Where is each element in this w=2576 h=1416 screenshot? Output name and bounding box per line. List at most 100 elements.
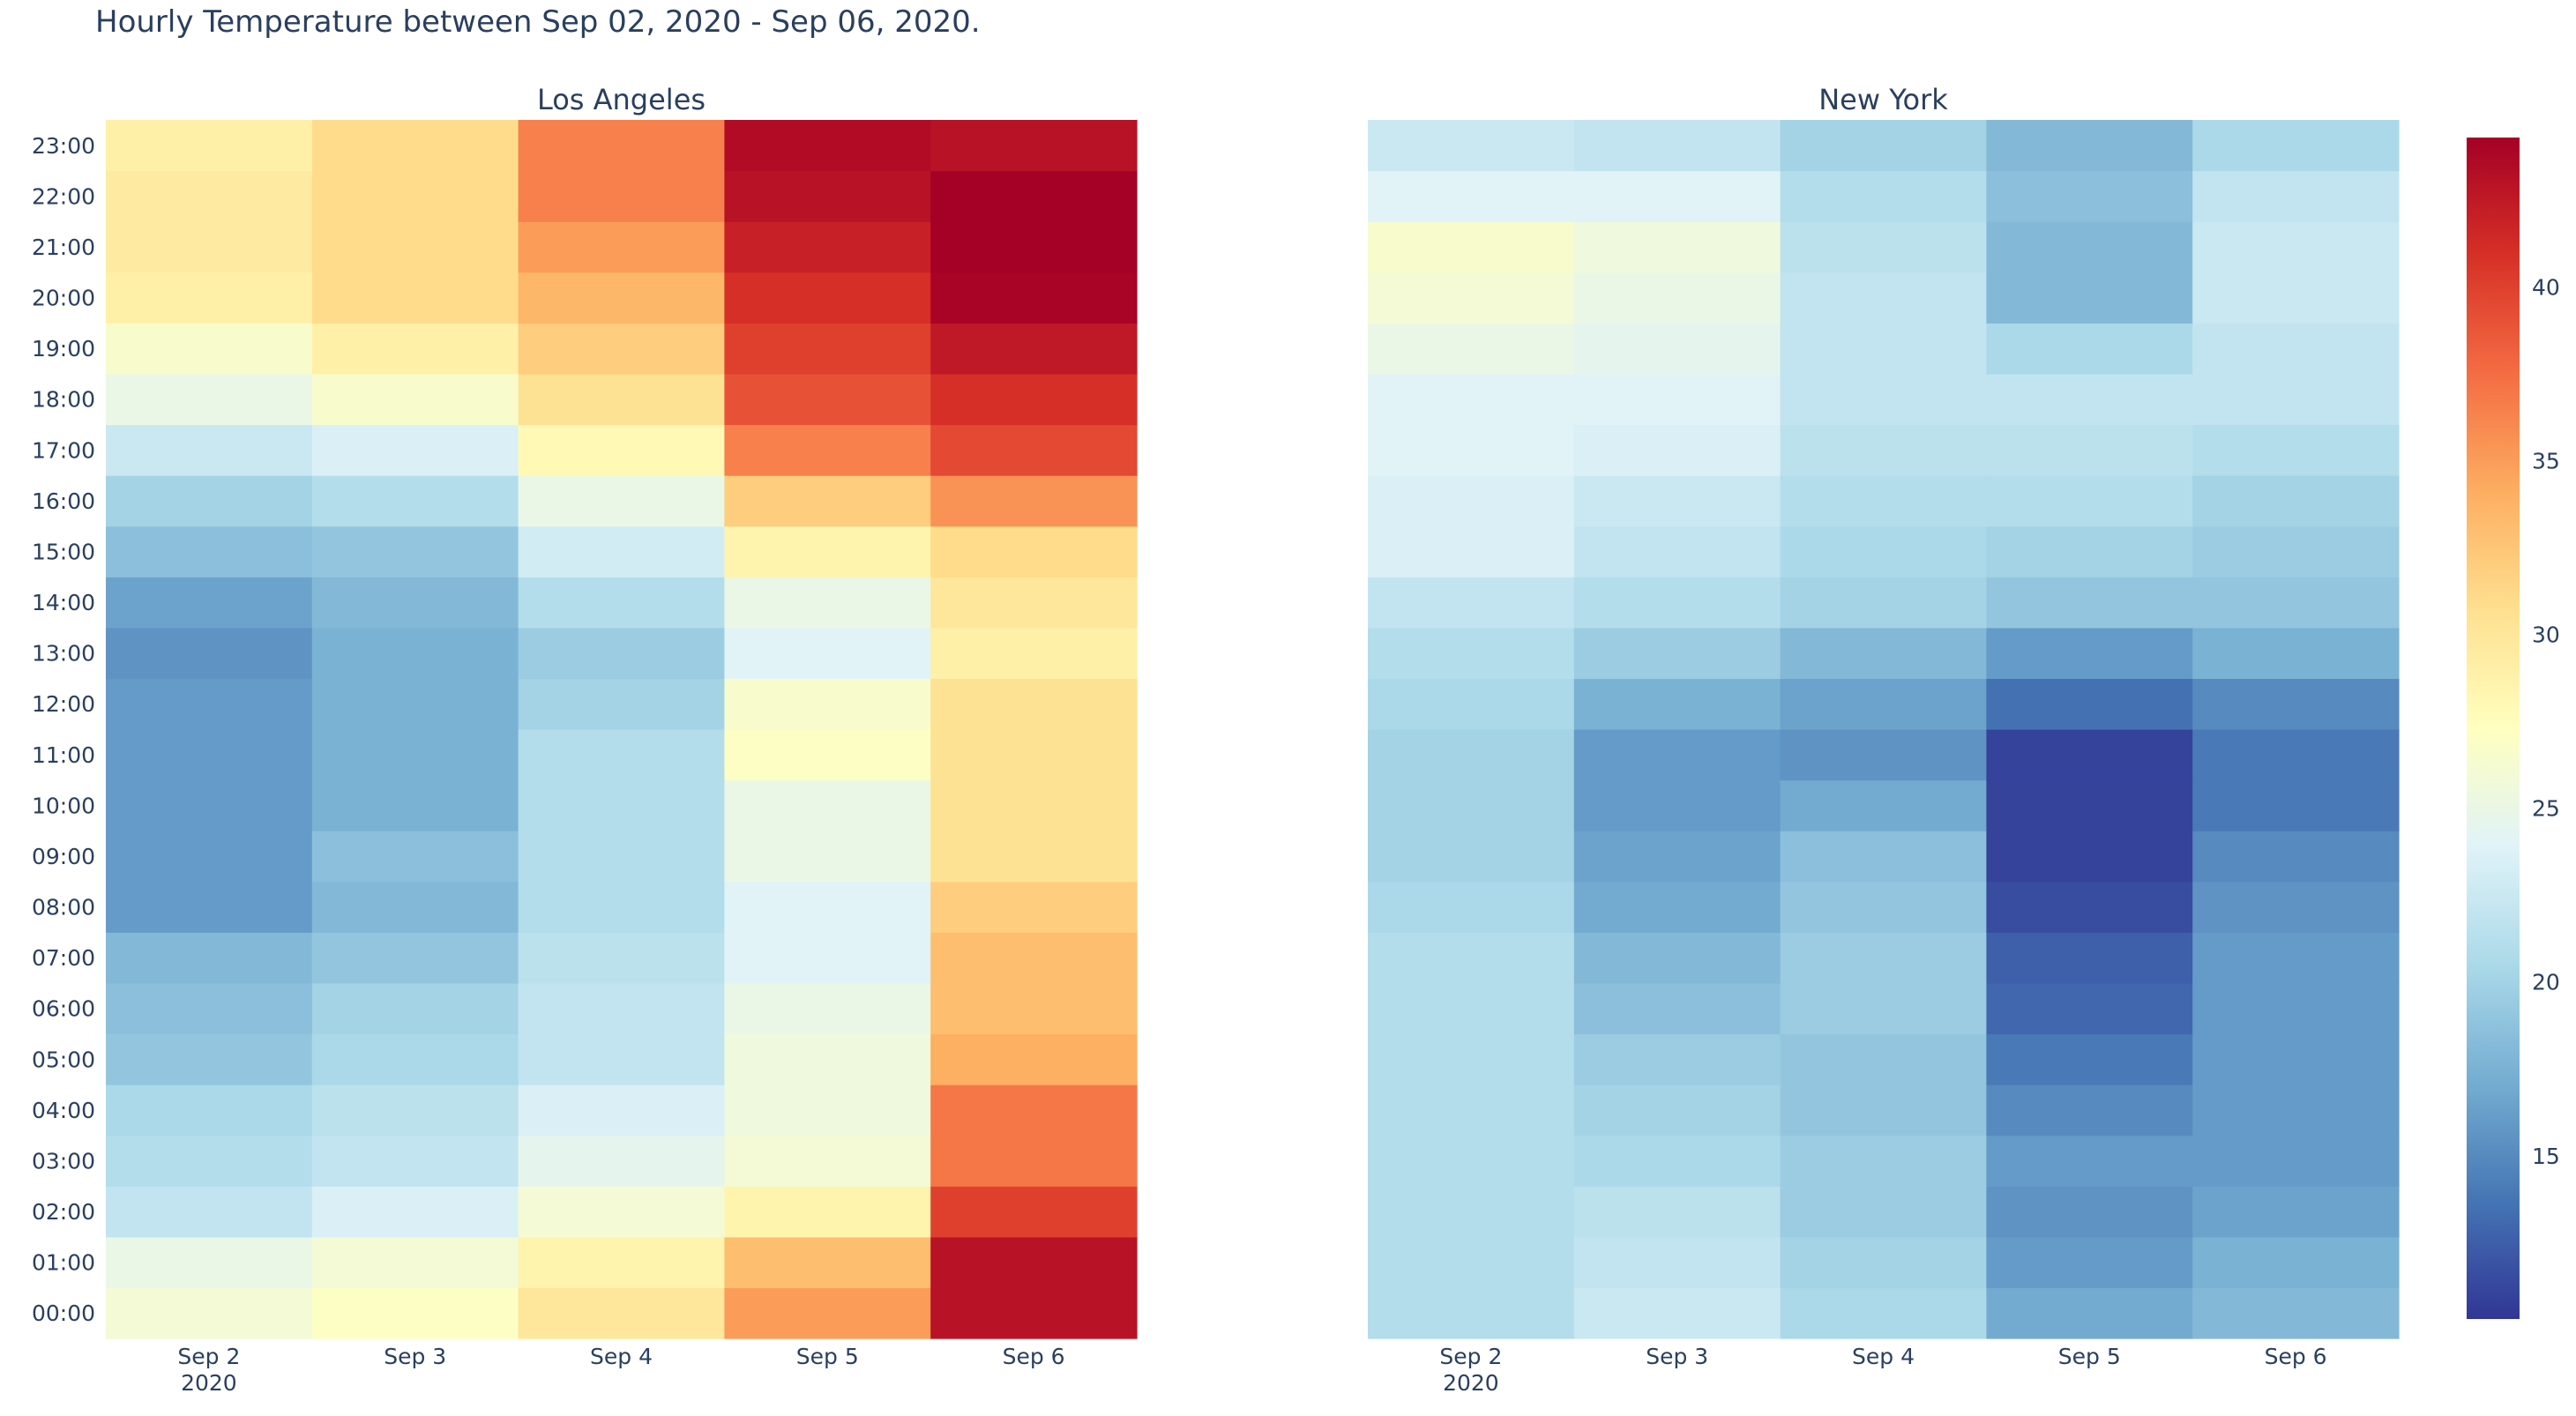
heatmap-cell — [1986, 881, 2193, 933]
heatmap-cell — [518, 627, 725, 680]
heatmap-cell — [1986, 424, 2193, 476]
heatmap-cell — [724, 1033, 931, 1085]
heatmap-cell — [1986, 982, 2193, 1035]
heatmap-cell — [518, 1033, 725, 1085]
heatmap-cell — [1573, 678, 1781, 730]
heatmap-cell — [311, 1186, 519, 1238]
y-tick-label: 04:00 — [32, 1098, 95, 1123]
heatmap-cell — [106, 729, 313, 781]
heatmap-cell — [106, 982, 313, 1035]
colorbar-tick-label: 25 — [2532, 796, 2560, 822]
heatmap-cell — [1986, 577, 2193, 629]
heatmap-cell — [311, 729, 519, 781]
heatmap-cell — [930, 678, 1138, 730]
heatmap-cell — [1573, 1084, 1781, 1137]
heatmap-cell — [1780, 525, 1987, 578]
heatmap-cell — [311, 525, 519, 578]
heatmap-cell — [311, 577, 519, 629]
heatmap-cell — [930, 1287, 1138, 1339]
heatmap-cell — [518, 525, 725, 578]
heatmap-cell — [1368, 1135, 1575, 1187]
heatmap-cell — [1573, 120, 1781, 172]
heatmap-cell — [106, 525, 313, 578]
heatmap-cell — [1368, 932, 1575, 984]
heatmap-cell — [518, 1236, 725, 1289]
heatmap-cell — [2192, 373, 2400, 426]
heatmap-cell — [1573, 982, 1781, 1035]
heatmap-cell — [311, 982, 519, 1035]
heatmap-cell — [1368, 475, 1575, 527]
heatmap-cell — [518, 373, 725, 426]
heatmap-panel: Los Angeles Sep 2 Sep 3 Sep 4 Sep 5 Sep 6 2020… — [32, 83, 1138, 1396]
heatmap-cell — [518, 170, 725, 222]
heatmap-cell — [106, 475, 313, 527]
colorbar-tick-label: 35 — [2532, 449, 2560, 474]
heatmap-cell — [2192, 1287, 2400, 1339]
heatmap-cell — [1986, 779, 2193, 831]
heatmap-cell — [724, 323, 931, 375]
heatmap-cell — [518, 932, 725, 984]
colorbar-tick-label: 20 — [2532, 970, 2560, 995]
heatmap-cell — [1573, 272, 1781, 324]
heatmap-cell — [518, 1287, 725, 1339]
heatmap-cell — [311, 627, 519, 680]
heatmap-cell — [724, 1084, 931, 1137]
heatmap-cell — [930, 1236, 1138, 1289]
heatmap-cell — [1368, 1033, 1575, 1085]
heatmap-cell — [518, 982, 725, 1035]
heatmap-cell — [1368, 373, 1575, 426]
heatmap-cell — [1986, 678, 2193, 730]
heatmap-cell — [2192, 1033, 2400, 1085]
heatmap-cell — [930, 424, 1138, 476]
heatmap-cell — [1986, 1033, 2193, 1085]
x-tick-label: Sep 2 — [1439, 1344, 1502, 1369]
heatmap-cell — [311, 1135, 519, 1187]
y-tick-label: 01:00 — [32, 1250, 95, 1276]
heatmap-cell — [518, 424, 725, 476]
heatmap-cell — [1986, 729, 2193, 781]
heatmap-cell — [1780, 627, 1987, 680]
heatmap-cell — [1573, 475, 1781, 527]
x-tick-label: Sep 6 — [1003, 1344, 1065, 1369]
colorbar-tick-label: 30 — [2532, 622, 2560, 648]
heatmap-cell — [106, 779, 313, 831]
heatmap-cell — [1368, 170, 1575, 222]
heatmap-cell — [106, 120, 313, 172]
heatmap-cell — [1368, 1236, 1575, 1289]
heatmap-cell — [930, 475, 1138, 527]
heatmap-cell — [1573, 729, 1781, 781]
heatmap-cell — [1986, 1186, 2193, 1238]
heatmap-cell — [724, 932, 931, 984]
heatmap-cell — [2192, 577, 2400, 629]
heatmap-cell — [1986, 272, 2193, 324]
x-tick-label: Sep 5 — [796, 1344, 859, 1369]
heatmap-cell — [724, 373, 931, 426]
heatmap-cell — [724, 577, 931, 629]
heatmap-cell — [724, 221, 931, 273]
heatmap-cell — [1573, 932, 1781, 984]
heatmap-cell — [106, 881, 313, 933]
heatmap-cell — [106, 627, 313, 680]
heatmap-cell — [930, 1084, 1138, 1137]
heatmap-cell — [518, 678, 725, 730]
heatmap-cell — [930, 1033, 1138, 1085]
heatmap-cell — [311, 170, 519, 222]
heatmap-cell — [1780, 373, 1987, 426]
heatmap-cell — [2192, 120, 2400, 172]
heatmap-cell — [1780, 1084, 1987, 1137]
heatmap-cell — [930, 729, 1138, 781]
heatmap-cell — [1368, 424, 1575, 476]
heatmap-cell — [930, 982, 1138, 1035]
heatmap-cell — [1986, 373, 2193, 426]
heatmap-cell — [1573, 1135, 1781, 1187]
heatmap-cell — [1986, 120, 2193, 172]
heatmap-cell — [311, 1287, 519, 1339]
heatmap-cell — [311, 1084, 519, 1137]
heatmap-cell — [1368, 120, 1575, 172]
heatmap-cell — [1780, 678, 1987, 730]
heatmap-cell — [724, 982, 931, 1035]
heatmap-cell — [1986, 1084, 2193, 1137]
heatmap-cell — [2192, 170, 2400, 222]
heatmap-cell — [518, 779, 725, 831]
